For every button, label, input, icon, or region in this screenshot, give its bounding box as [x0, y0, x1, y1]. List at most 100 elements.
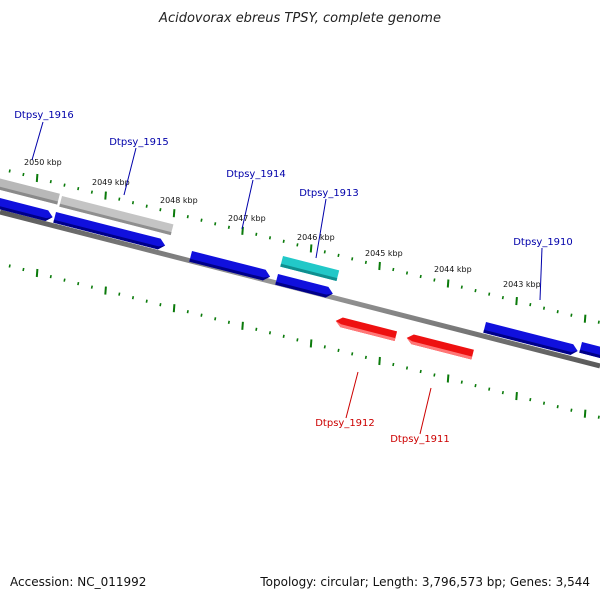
- inner-ruler-minor-tick: [392, 362, 395, 367]
- inner-ruler-minor-tick: [488, 387, 491, 391]
- ruler-label-2046: 2046 kbp: [297, 233, 335, 242]
- inner-ruler-minor-tick: [214, 317, 217, 321]
- gene-feature-highlight[interactable]: [280, 256, 340, 281]
- gene-feature-forward-2[interactable]: [53, 212, 166, 251]
- outer-ruler-minor-tick: [501, 295, 504, 300]
- inner-ruler-minor-tick: [255, 327, 258, 331]
- inner-ruler-minor-tick: [282, 334, 285, 338]
- outer-ruler-minor-tick: [200, 218, 203, 222]
- outer-ruler-minor-tick: [364, 260, 367, 265]
- leader-line-1912: [345, 371, 359, 419]
- inner-ruler-minor-tick: [131, 296, 135, 300]
- inner-tick-row: [8, 264, 600, 419]
- inner-ruler-minor-tick: [145, 299, 148, 303]
- inner-ruler-minor-tick: [474, 383, 477, 388]
- outer-ruler-minor-tick: [337, 253, 340, 258]
- inner-ruler-minor-tick: [296, 338, 299, 342]
- outer-ruler-minor-tick: [118, 197, 121, 201]
- inner-ruler-minor-tick: [323, 345, 326, 349]
- gene-feature-grey-1[interactable]: [0, 177, 60, 205]
- inner-ruler-major-tick: [172, 304, 176, 313]
- outer-ruler-minor-tick: [488, 292, 491, 296]
- inner-ruler-minor-tick: [419, 369, 422, 374]
- inner-ruler-minor-tick: [405, 366, 409, 370]
- gene-feature-forward-5[interactable]: [483, 322, 579, 356]
- inner-ruler-minor-tick: [268, 331, 272, 335]
- gene-label-1910[interactable]: Dtpsy_1910: [513, 237, 573, 248]
- inner-ruler-minor-tick: [186, 310, 189, 314]
- inner-ruler-minor-tick: [433, 373, 436, 377]
- leader-line-1916: [31, 121, 44, 161]
- leader-line-1914: [241, 179, 254, 230]
- gene-label-1911[interactable]: Dtpsy_1911: [390, 434, 450, 445]
- inner-ruler-minor-tick: [556, 405, 559, 409]
- inner-ruler-minor-tick: [460, 380, 463, 384]
- gene-label-1915[interactable]: Dtpsy_1915: [109, 137, 169, 148]
- outer-ruler-minor-tick: [570, 313, 573, 317]
- outer-ruler-minor-tick: [145, 204, 148, 208]
- inner-ruler-minor-tick: [570, 408, 573, 412]
- leader-line-1915: [123, 147, 137, 196]
- inner-ruler-major-tick: [104, 286, 107, 295]
- inner-ruler-major-tick: [446, 374, 450, 383]
- gene-label-1912[interactable]: Dtpsy_1912: [315, 418, 375, 429]
- inner-ruler-minor-tick: [227, 320, 230, 324]
- gene-feature-forward-6[interactable]: [579, 342, 600, 361]
- outer-ruler-minor-tick: [433, 278, 436, 282]
- inner-ruler-minor-tick: [77, 281, 80, 286]
- outer-ruler-minor-tick: [597, 320, 600, 324]
- ruler-label-2045: 2045 kbp: [365, 249, 403, 258]
- outer-ruler-minor-tick: [419, 274, 422, 279]
- gene-feature-grey-2[interactable]: [59, 196, 174, 236]
- leader-line-1911: [419, 387, 432, 435]
- gene-feature-forward-4[interactable]: [275, 274, 334, 299]
- gene-label-1916[interactable]: Dtpsy_1916: [14, 110, 74, 121]
- ruler-label-2050: 2050 kbp: [24, 158, 62, 167]
- ruler-label-2048: 2048 kbp: [160, 196, 198, 205]
- inner-ruler-minor-tick: [529, 397, 532, 402]
- leader-line-1913: [315, 198, 327, 259]
- outer-ruler-minor-tick: [282, 239, 285, 243]
- inner-ruler-minor-tick: [597, 415, 600, 419]
- inner-ruler-minor-tick: [159, 303, 162, 307]
- outer-ruler-major-tick: [172, 209, 176, 218]
- outer-ruler-minor-tick: [214, 222, 217, 226]
- outer-ruler-minor-tick: [63, 183, 66, 187]
- outer-ruler-minor-tick: [159, 208, 162, 212]
- outer-ruler-major-tick: [378, 261, 381, 271]
- outer-ruler-minor-tick: [405, 271, 409, 275]
- outer-ruler-minor-tick: [268, 236, 272, 240]
- inner-ruler-minor-tick: [337, 348, 340, 353]
- gene-feature-forward-3[interactable]: [189, 251, 271, 282]
- inner-ruler-minor-tick: [90, 285, 93, 289]
- gene-feature-reverse-2[interactable]: [406, 333, 474, 360]
- outer-ruler-minor-tick: [131, 201, 135, 205]
- inner-ruler-major-tick: [35, 268, 39, 278]
- outer-ruler-major-tick: [309, 244, 313, 253]
- inner-ruler-minor-tick: [351, 352, 354, 356]
- inner-ruler-minor-tick: [200, 313, 203, 317]
- outer-ruler-minor-tick: [227, 225, 230, 229]
- accession-text: Accession: NC_011992: [10, 575, 146, 589]
- ruler-label-2043: 2043 kbp: [503, 280, 541, 289]
- outer-ruler-minor-tick: [542, 306, 546, 310]
- outer-ruler-minor-tick: [323, 250, 326, 254]
- inner-ruler-major-tick: [309, 339, 313, 348]
- gene-label-1913[interactable]: Dtpsy_1913: [299, 188, 359, 199]
- outer-ruler-minor-tick: [460, 285, 463, 289]
- outer-ruler-minor-tick: [351, 257, 354, 261]
- leader-line-1910: [539, 247, 543, 301]
- genome-summary-text: Topology: circular; Length: 3,796,573 bp…: [259, 575, 590, 589]
- outer-tick-row: [8, 169, 600, 324]
- gene-label-1914[interactable]: Dtpsy_1914: [226, 169, 286, 180]
- gene-feature-reverse-1[interactable]: [335, 316, 398, 342]
- outer-ruler-minor-tick: [529, 302, 532, 307]
- gene-feature-forward-1[interactable]: [0, 196, 54, 222]
- outer-ruler-minor-tick: [22, 172, 25, 177]
- outer-ruler-minor-tick: [392, 267, 395, 272]
- outer-ruler-minor-tick: [556, 310, 559, 314]
- ruler-label-2049: 2049 kbp: [92, 178, 130, 187]
- inner-ruler-minor-tick: [501, 390, 504, 395]
- outer-ruler-minor-tick: [49, 179, 52, 184]
